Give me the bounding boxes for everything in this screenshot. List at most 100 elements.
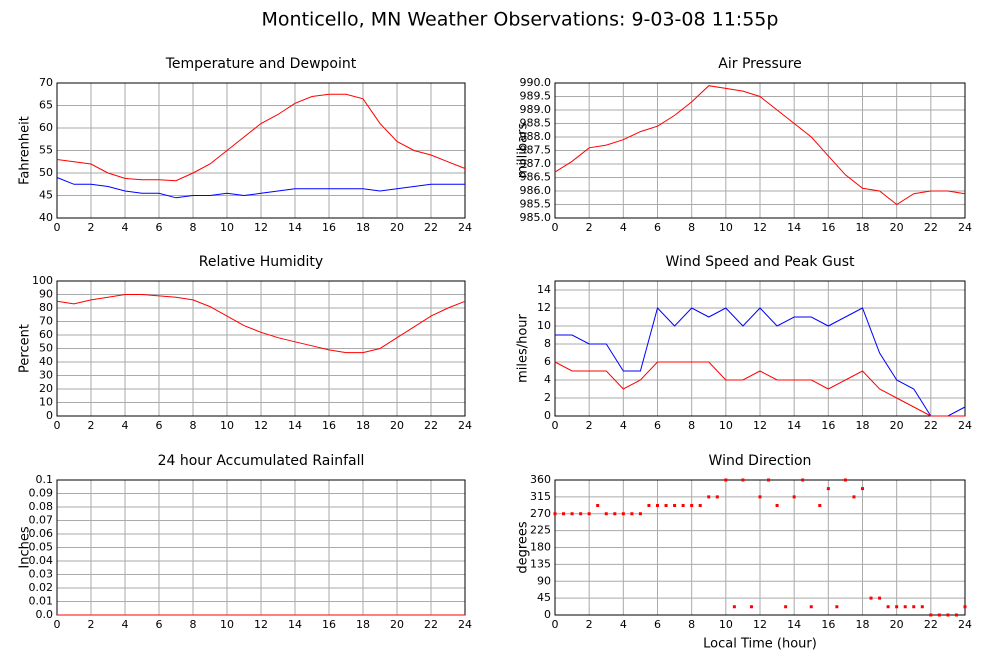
x-tick-label: 18 (356, 419, 370, 432)
y-tick-label: 8 (544, 337, 551, 350)
x-tick-label: 24 (958, 221, 972, 234)
data-point (741, 478, 745, 482)
data-point (604, 512, 608, 516)
x-tick-label: 16 (821, 618, 835, 631)
x-tick-label: 22 (424, 618, 438, 631)
x-tick-label: 8 (688, 618, 695, 631)
data-line (554, 85, 966, 206)
x-tick-label: 22 (424, 419, 438, 432)
x-tick-label: 18 (856, 419, 870, 432)
y-tick-label: 6 (544, 355, 551, 368)
y-tick-label: 990.0 (520, 76, 552, 89)
y-axis-label: Fahrenheit (18, 116, 33, 185)
data-point (852, 495, 856, 499)
y-tick-label: 65 (39, 99, 53, 112)
y-axis-label: Inches (18, 526, 33, 568)
data-point (784, 605, 788, 609)
x-tick-label: 6 (654, 221, 661, 234)
y-tick-label: 0 (544, 409, 551, 422)
x-tick-label: 24 (458, 221, 472, 234)
x-tick-label: 8 (688, 221, 695, 234)
y-tick-label: 2 (544, 391, 551, 404)
y-tick-label: 0.07 (29, 514, 54, 527)
x-tick-label: 8 (190, 618, 197, 631)
x-tick-label: 16 (821, 419, 835, 432)
y-tick-label: 0.03 (29, 568, 54, 581)
y-tick-label: 50 (39, 342, 53, 355)
y-tick-label: 60 (39, 121, 53, 134)
y-tick-label: 0.08 (29, 500, 54, 513)
y-axis-label: Percent (18, 324, 33, 373)
data-point (613, 512, 617, 516)
y-tick-label: 10 (537, 319, 551, 332)
x-tick-label: 6 (156, 618, 163, 631)
x-tick-label: 8 (688, 419, 695, 432)
x-tick-label: 16 (322, 618, 336, 631)
x-tick-label: 22 (924, 618, 938, 631)
y-tick-label: 0.09 (29, 487, 54, 500)
data-point (664, 504, 668, 507)
x-tick-label: 12 (753, 618, 767, 631)
data-point (715, 495, 719, 499)
data-point (587, 512, 591, 516)
x-tick-label: 12 (254, 618, 268, 631)
data-point (707, 495, 711, 499)
plot-frame (554, 479, 966, 616)
data-point (843, 478, 847, 482)
x-tick-label: 0 (552, 419, 559, 432)
y-tick-label: 20 (39, 382, 53, 395)
x-tick-label: 22 (924, 221, 938, 234)
x-tick-label: 18 (356, 618, 370, 631)
x-tick-label: 8 (190, 419, 197, 432)
y-tick-label: 360 (530, 473, 551, 486)
y-tick-label: 55 (39, 144, 53, 157)
x-tick-label: 16 (322, 221, 336, 234)
x-tick-label: 12 (254, 419, 268, 432)
x-tick-label: 0 (54, 419, 61, 432)
y-tick-label: 90 (39, 288, 53, 301)
x-tick-label: 12 (254, 221, 268, 234)
y-tick-label: 986.0 (520, 184, 552, 197)
x-tick-label: 24 (458, 618, 472, 631)
x-tick-label: 10 (719, 419, 733, 432)
chart-title: Relative Humidity (199, 254, 323, 270)
x-tick-label: 6 (156, 419, 163, 432)
data-point (946, 613, 950, 617)
data-point (562, 512, 566, 516)
y-tick-label: 70 (39, 76, 53, 89)
x-tick-label: 4 (122, 419, 129, 432)
y-tick-label: 987.0 (520, 157, 552, 170)
data-point (912, 605, 916, 609)
y-tick-label: 315 (530, 490, 551, 503)
data-line (554, 361, 965, 417)
data-point (869, 596, 873, 600)
y-tick-label: 4 (544, 373, 551, 386)
chart-title: 24 hour Accumulated Rainfall (158, 453, 365, 469)
y-tick-label: 989.0 (520, 103, 552, 116)
plot-frame (554, 82, 966, 219)
x-tick-label: 4 (122, 221, 129, 234)
data-point (903, 605, 907, 609)
y-tick-label: 0.02 (29, 581, 54, 594)
x-tick-label: 0 (552, 618, 559, 631)
x-tick-label: 12 (753, 419, 767, 432)
y-axis-label: millibars (516, 123, 531, 179)
x-tick-label: 2 (88, 618, 95, 631)
x-tick-label: 2 (586, 419, 593, 432)
chart-title: Air Pressure (718, 56, 801, 72)
y-tick-label: 30 (39, 369, 53, 382)
y-tick-label: 135 (530, 557, 551, 570)
x-tick-label: 12 (753, 221, 767, 234)
x-tick-label: 0 (54, 221, 61, 234)
x-tick-label: 4 (122, 618, 129, 631)
x-tick-label: 0 (54, 618, 61, 631)
x-tick-label: 24 (458, 419, 472, 432)
y-tick-label: 0.1 (36, 473, 54, 486)
data-line (56, 294, 466, 354)
x-tick-label: 4 (620, 618, 627, 631)
x-tick-label: 14 (787, 618, 801, 631)
x-tick-label: 10 (220, 221, 234, 234)
plot-frame (554, 280, 966, 417)
